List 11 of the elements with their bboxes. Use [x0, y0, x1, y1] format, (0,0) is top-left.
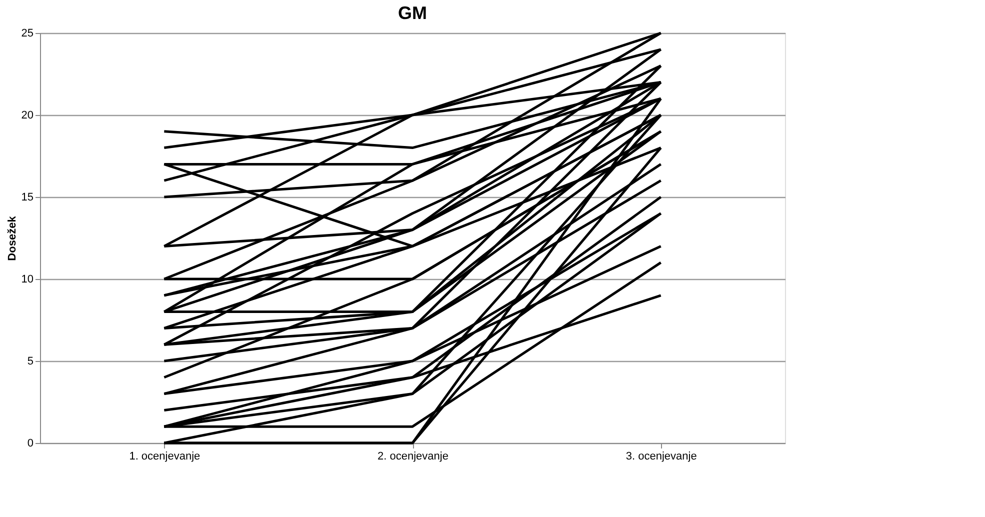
y-tick-label: 10	[21, 274, 34, 286]
y-tick-label: 5	[27, 356, 34, 368]
y-axis-title: Dosežek	[6, 215, 18, 261]
x-tick-label: 3. ocenjevanje	[626, 450, 697, 462]
x-tick-label: 1. ocenjevanje	[129, 450, 200, 462]
y-tick-label: 0	[27, 438, 34, 450]
chart-title: GM	[398, 3, 427, 23]
y-tick-label: 20	[21, 110, 34, 122]
y-tick-label: 15	[21, 192, 34, 204]
x-tick-label: 2. ocenjevanje	[378, 450, 448, 462]
y-tick-label: 25	[21, 28, 34, 40]
